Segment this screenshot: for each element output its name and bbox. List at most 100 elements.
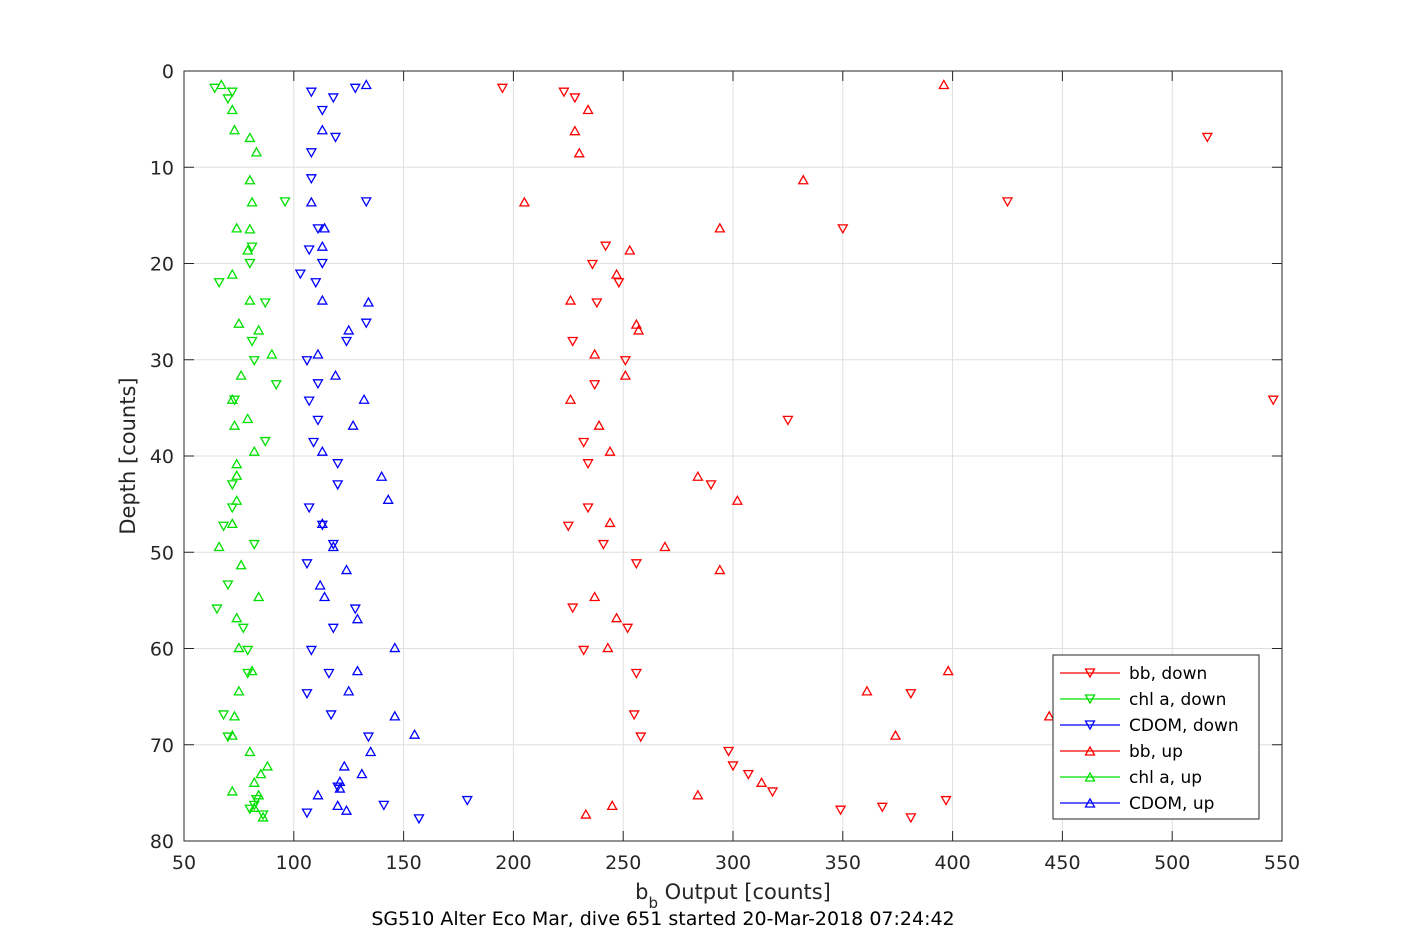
data-point: [312, 789, 324, 800]
x-axis-ticks: 50 100 150 200 250 300 350 400 450 500 550: [172, 71, 1300, 874]
data-point: [244, 746, 256, 757]
data-point: [250, 146, 263, 157]
data-point: [270, 380, 282, 391]
data-point: [889, 729, 902, 740]
data-point: [938, 79, 950, 90]
data-point: [231, 612, 243, 623]
data-point: [246, 242, 258, 253]
data-point: [312, 415, 324, 426]
data-point: [714, 222, 726, 233]
data-point: [222, 94, 234, 105]
data-point: [349, 83, 361, 94]
data-point: [376, 470, 388, 481]
data-point: [351, 665, 364, 676]
data-point: [360, 197, 372, 208]
data-point: [253, 324, 265, 335]
data-point: [382, 493, 394, 504]
data-point: [244, 174, 256, 185]
data-point: [692, 470, 704, 481]
data-point: [332, 782, 344, 793]
data-point: [301, 808, 313, 819]
data-point: [305, 148, 317, 159]
data-point: [242, 668, 254, 679]
data-point: [408, 728, 421, 739]
data-point: [905, 813, 917, 824]
data-point: [755, 776, 768, 787]
data-point: [564, 393, 577, 404]
data-point: [628, 710, 640, 721]
data-point: [329, 369, 342, 380]
data-point: [727, 761, 739, 772]
data-point: [305, 87, 317, 98]
data-point: [362, 732, 375, 743]
legend-marker: [1084, 720, 1096, 731]
data-point: [248, 539, 260, 550]
data-point: [266, 348, 278, 359]
data-point: [613, 278, 625, 289]
x-tick-label: 350: [825, 852, 861, 874]
data-point: [244, 258, 256, 269]
data-point: [327, 93, 339, 104]
data-point: [940, 795, 952, 806]
data-point: [343, 685, 355, 696]
data-point: [567, 603, 579, 614]
data-point: [589, 348, 601, 359]
data-point: [242, 413, 254, 424]
legend: bb, down chl a, down CDOM, down bb, up chl a…: [1052, 654, 1260, 820]
data-point: [303, 396, 315, 407]
data-point: [233, 685, 245, 696]
data-point: [558, 87, 570, 98]
data-point: [246, 196, 258, 207]
legend-marker: [1084, 745, 1096, 756]
data-point: [597, 539, 610, 550]
data-point: [338, 760, 350, 771]
data-point: [213, 278, 225, 289]
data-point: [782, 415, 794, 426]
data-point: [582, 104, 594, 115]
data-point: [248, 356, 260, 367]
data-point: [316, 105, 328, 116]
data-point: [837, 224, 849, 235]
data-point: [246, 336, 258, 347]
data-point: [213, 541, 225, 552]
x-axis-label-main: b: [635, 880, 648, 904]
data-point: [332, 459, 344, 470]
y-tick-label: 0: [162, 61, 174, 83]
data-point: [589, 380, 601, 391]
data-point: [567, 336, 579, 347]
data-point: [621, 623, 634, 634]
data-point: [305, 174, 317, 185]
data-point: [619, 356, 632, 367]
data-point: [360, 318, 372, 329]
data-point: [731, 494, 744, 505]
data-point: [215, 79, 227, 90]
data-point: [389, 710, 401, 721]
data-point: [742, 769, 754, 780]
data-point: [327, 541, 339, 552]
data-point: [360, 79, 372, 90]
series-cdom-up: [305, 79, 421, 815]
data-point: [316, 518, 328, 529]
data-point: [692, 789, 704, 800]
data-point: [314, 579, 326, 590]
y-axis-label: Depth [counts]: [116, 377, 140, 534]
y-tick-label: 10: [150, 157, 174, 179]
data-point: [226, 393, 238, 404]
data-point: [248, 801, 260, 812]
data-point: [259, 298, 271, 309]
data-point: [624, 244, 636, 255]
chart-title: SG510 Alter Eco Mar, dive 651 started 20…: [371, 908, 954, 930]
series-chl-a-up: [213, 79, 278, 822]
x-tick-label: 50: [172, 852, 196, 874]
data-point: [323, 668, 335, 679]
data-point: [635, 732, 647, 743]
data-point: [244, 223, 256, 234]
legend-entry: chl a, down: [1060, 690, 1226, 710]
data-point: [244, 804, 256, 815]
data-point: [606, 800, 618, 811]
data-point: [325, 710, 337, 721]
data-point: [242, 244, 254, 255]
data-point: [246, 665, 258, 676]
data-point: [356, 768, 368, 779]
